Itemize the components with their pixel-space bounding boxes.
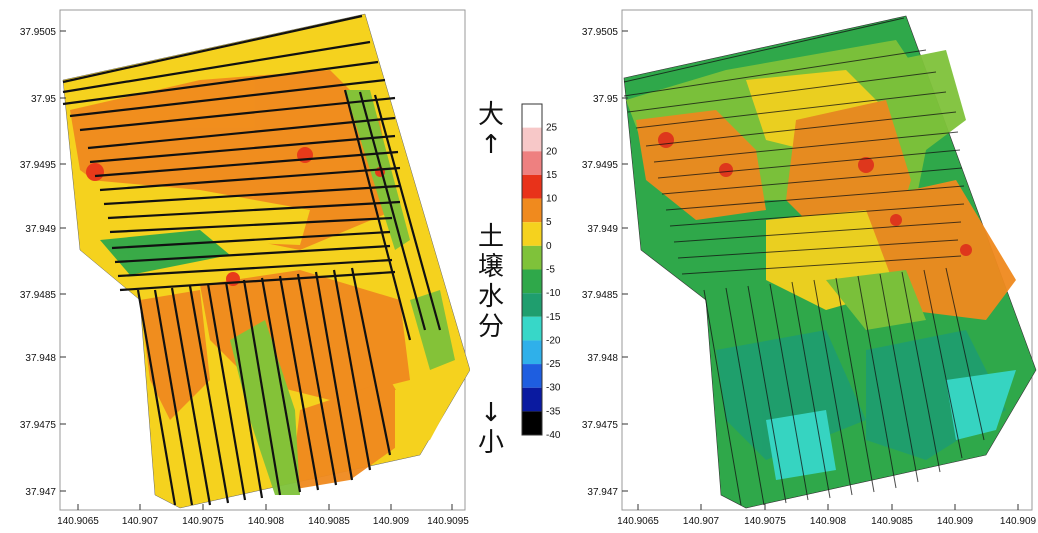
right-y-tick-6: 37.9475 [582, 420, 619, 431]
left-y-tick-6: 37.9475 [20, 420, 57, 431]
color-scale-label: -15 [546, 312, 561, 323]
color-scale-label: -20 [546, 335, 561, 346]
right-y-tick-4: 37.9485 [582, 290, 619, 301]
color-scale-swatch [522, 127, 542, 152]
legend-low-label: ↓小 [477, 398, 504, 458]
color-scale-swatch [522, 411, 542, 435]
left-x-tick-2: 140.9075 [182, 516, 224, 527]
color-scale-label: -5 [546, 265, 555, 276]
color-scale-label: -25 [546, 359, 561, 370]
right-x-tick-2: 140.9075 [744, 516, 786, 527]
left-map-panel: 37.9505 37.95 37.9495 37.949 37.9485 37.… [0, 0, 470, 533]
right-y-tick-3: 37.949 [587, 224, 618, 235]
right-x-tick-0: 140.9065 [617, 516, 659, 527]
color-scale: 25 20 15 10 5 0 -5 -10 -15 -20 -25 -30 -35 -40 [518, 100, 578, 440]
right-y-axis: 37.9505 37.95 37.9495 37.949 37.9485 37.… [582, 27, 628, 498]
right-x-tick-1: 140.907 [683, 516, 720, 527]
color-scale-swatch [522, 340, 542, 365]
left-y-tick-5: 37.948 [25, 353, 56, 364]
color-scale-svg: 25 20 15 10 5 0 -5 -10 -15 -20 -25 -30 -35 -40 [521, 103, 561, 440]
left-x-tick-0: 140.9065 [57, 516, 99, 527]
color-scale-swatch [522, 316, 542, 341]
left-x-tick-6: 140.9095 [427, 516, 469, 527]
legend-high-label: 大↑ [477, 100, 504, 160]
right-survey-lines [623, 17, 985, 506]
color-scale-swatch [522, 222, 542, 246]
left-y-tick-1: 37.95 [31, 94, 56, 105]
legend-soil-moisture-label: 土壌水分 [477, 222, 504, 342]
color-scale-label: 15 [546, 170, 558, 181]
color-scale-swatch [522, 364, 542, 388]
right-y-tick-2: 37.9495 [582, 160, 619, 171]
right-x-tick-4: 140.9085 [871, 516, 913, 527]
left-y-tick-3: 37.949 [25, 224, 56, 235]
right-map-panel: 37.9505 37.95 37.9495 37.949 37.9485 37.… [566, 0, 1038, 533]
color-scale-swatch [522, 104, 542, 128]
left-x-tick-4: 140.9085 [308, 516, 350, 527]
color-scale-label: 10 [546, 194, 558, 205]
color-scale-swatch [522, 174, 542, 199]
left-plot-frame [59, 9, 466, 511]
left-x-tick-5: 140.909 [373, 516, 410, 527]
right-y-tick-0: 37.9505 [582, 27, 619, 38]
color-scale-frame [521, 103, 543, 436]
right-x-tick-3: 140.908 [810, 516, 847, 527]
color-scale-label: -35 [546, 406, 561, 417]
right-y-tick-7: 37.947 [587, 487, 618, 498]
color-scale-label: 0 [546, 241, 552, 252]
right-map-svg: 37.9505 37.95 37.9495 37.949 37.9485 37.… [566, 0, 1038, 533]
color-scale-swatch [522, 293, 542, 317]
left-x-tick-3: 140.908 [248, 516, 285, 527]
right-plot-frame [621, 9, 1033, 511]
left-y-tick-0: 37.9505 [20, 27, 57, 38]
color-scale-label: 5 [546, 217, 552, 228]
color-scale-label: -40 [546, 430, 561, 440]
right-y-tick-1: 37.95 [593, 94, 618, 105]
color-scale-swatch [522, 269, 542, 294]
left-y-tick-4: 37.9485 [20, 290, 57, 301]
left-survey-lines [62, 14, 442, 506]
color-scale-label: 20 [546, 146, 558, 157]
right-x-tick-5: 140.909 [937, 516, 974, 527]
color-scale-label: 25 [546, 123, 558, 134]
right-x-tick-6: 140.909 [1000, 516, 1037, 527]
right-x-axis: 140.9065 140.907 140.9075 140.908 140.90… [617, 504, 1037, 527]
left-y-tick-2: 37.9495 [20, 160, 57, 171]
color-scale-swatch [522, 245, 542, 270]
left-x-axis: 140.9065 140.907 140.9075 140.908 140.90… [57, 504, 469, 527]
left-y-tick-7: 37.947 [25, 487, 56, 498]
left-y-axis: 37.9505 37.95 37.9495 37.949 37.9485 37.… [20, 27, 66, 498]
left-map-svg: 37.9505 37.95 37.9495 37.949 37.9485 37.… [0, 0, 470, 533]
left-x-tick-1: 140.907 [122, 516, 159, 527]
color-scale-swatch [522, 151, 542, 175]
color-scale-swatch [522, 198, 542, 223]
right-y-tick-5: 37.948 [587, 353, 618, 364]
color-scale-label: -30 [546, 383, 561, 394]
color-scale-label: -10 [546, 288, 561, 299]
color-scale-swatch [522, 387, 542, 412]
